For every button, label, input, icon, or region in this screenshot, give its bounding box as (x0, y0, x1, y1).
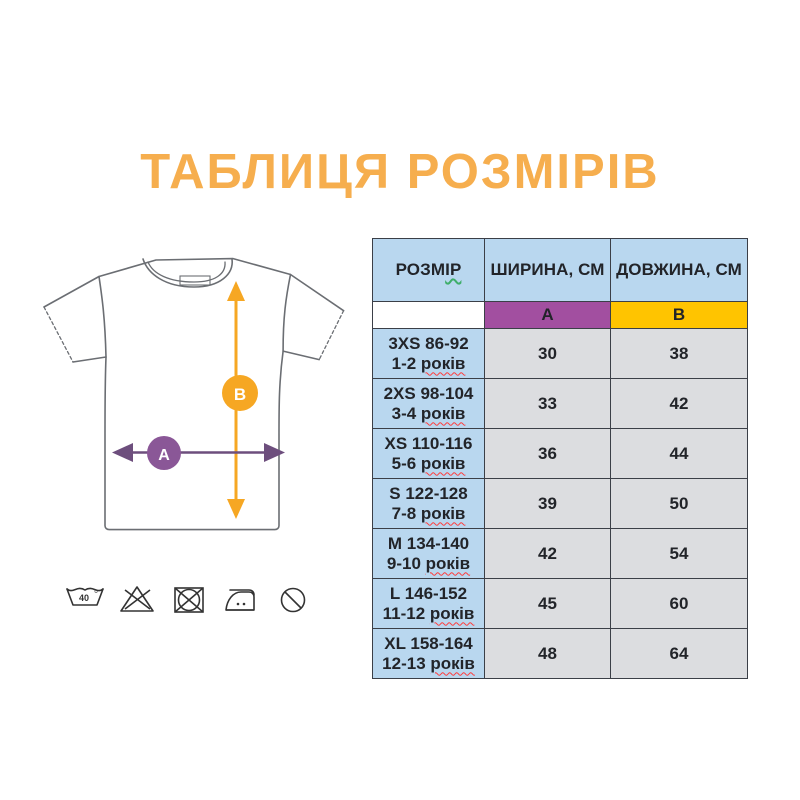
svg-text:B: B (234, 385, 246, 404)
svg-text:A: A (158, 447, 170, 464)
svg-text:40: 40 (79, 593, 89, 603)
